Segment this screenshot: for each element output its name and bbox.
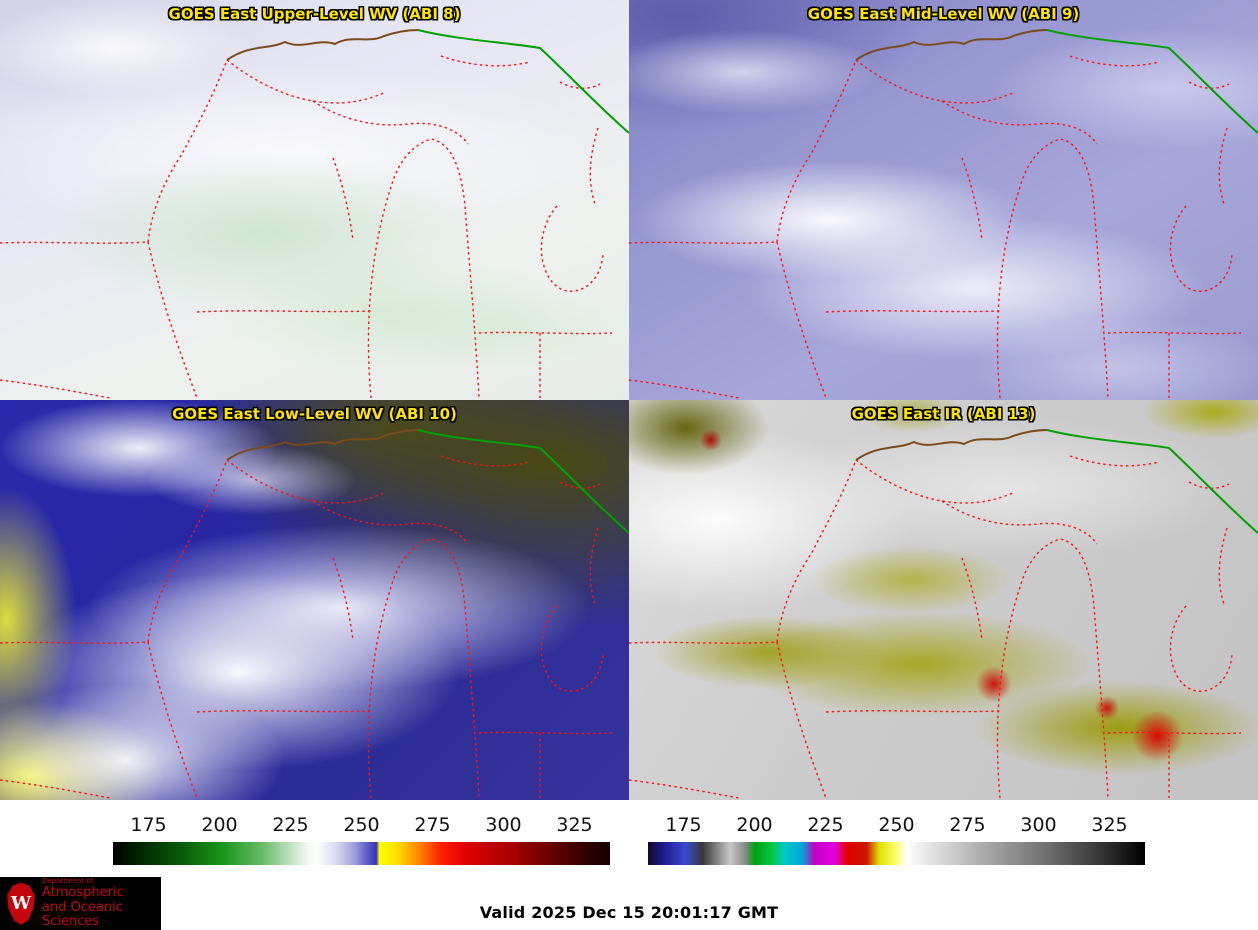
- panel-title-low-level-wv: GOES East Low-Level WV (ABI 10): [172, 405, 457, 423]
- colorbar-tick: 200: [736, 814, 773, 836]
- colorbar-tick: 300: [1020, 814, 1057, 836]
- colorbar-tick: 225: [807, 814, 844, 836]
- dept-line1: Atmospheric: [42, 885, 124, 901]
- dept-line2: and Oceanic Sciences: [42, 899, 123, 929]
- colorbar-tick: 175: [130, 814, 167, 836]
- crest-letter: W: [10, 893, 32, 914]
- colorbar-tick: 225: [272, 814, 309, 836]
- colorbar-tick: 275: [414, 814, 451, 836]
- wv-colorbar-ticks: 175 200 225 250 275 300 325: [113, 814, 610, 838]
- state-borders-overlay: [0, 29, 629, 399]
- panel-upper-level-wv: GOES East Upper-Level WV (ABI 8): [0, 0, 629, 400]
- panel-ir: GOES East IR (ABI 13): [629, 400, 1258, 800]
- panel-title-ir: GOES East IR (ABI 13): [851, 405, 1036, 423]
- ir-colorbar: 175 200 225 250 275 300 325: [648, 800, 1145, 872]
- ir-colorbar-gradient: [648, 842, 1145, 865]
- state-borders-overlay: [629, 429, 1258, 799]
- state-borders-overlay: [0, 429, 629, 799]
- colorbar-tick: 275: [949, 814, 986, 836]
- aos-logo-text: Department of Atmospheric and Oceanic Sc…: [42, 876, 155, 930]
- panel-mid-level-wv: GOES East Mid-Level WV (ABI 9): [629, 0, 1258, 400]
- panel-title-upper-level-wv: GOES East Upper-Level WV (ABI 8): [168, 5, 461, 23]
- colorbar-tick: 300: [485, 814, 522, 836]
- valid-time: Valid 2025 Dec 15 20:01:17 GMT: [479, 903, 779, 922]
- panel-title-mid-level-wv: GOES East Mid-Level WV (ABI 9): [807, 5, 1080, 23]
- dept-prefix: Department of: [42, 876, 94, 885]
- colorbar-tick: 200: [201, 814, 238, 836]
- state-borders-overlay: [629, 29, 1258, 399]
- uw-crest-icon: W: [7, 882, 35, 925]
- colorbar-tick: 250: [343, 814, 380, 836]
- footer: W Department of Atmospheric and Oceanic …: [0, 872, 1258, 930]
- colorbar-row: 175 200 225 250 275 300 325 175 200 225 …: [0, 800, 1258, 872]
- colorbar-tick: 175: [665, 814, 702, 836]
- wv-colorbar: 175 200 225 250 275 300 325: [113, 800, 610, 872]
- wv-colorbar-gradient: [113, 842, 610, 865]
- satellite-panel-grid: GOES East Upper-Level WV (ABI 8) GOES Ea…: [0, 0, 1258, 800]
- ir-colorbar-ticks: 175 200 225 250 275 300 325: [648, 814, 1145, 838]
- panel-low-level-wv: GOES East Low-Level WV (ABI 10): [0, 400, 629, 800]
- aos-logo: W Department of Atmospheric and Oceanic …: [0, 877, 161, 930]
- colorbar-tick: 250: [878, 814, 915, 836]
- colorbar-tick: 325: [556, 814, 593, 836]
- colorbar-tick: 325: [1091, 814, 1128, 836]
